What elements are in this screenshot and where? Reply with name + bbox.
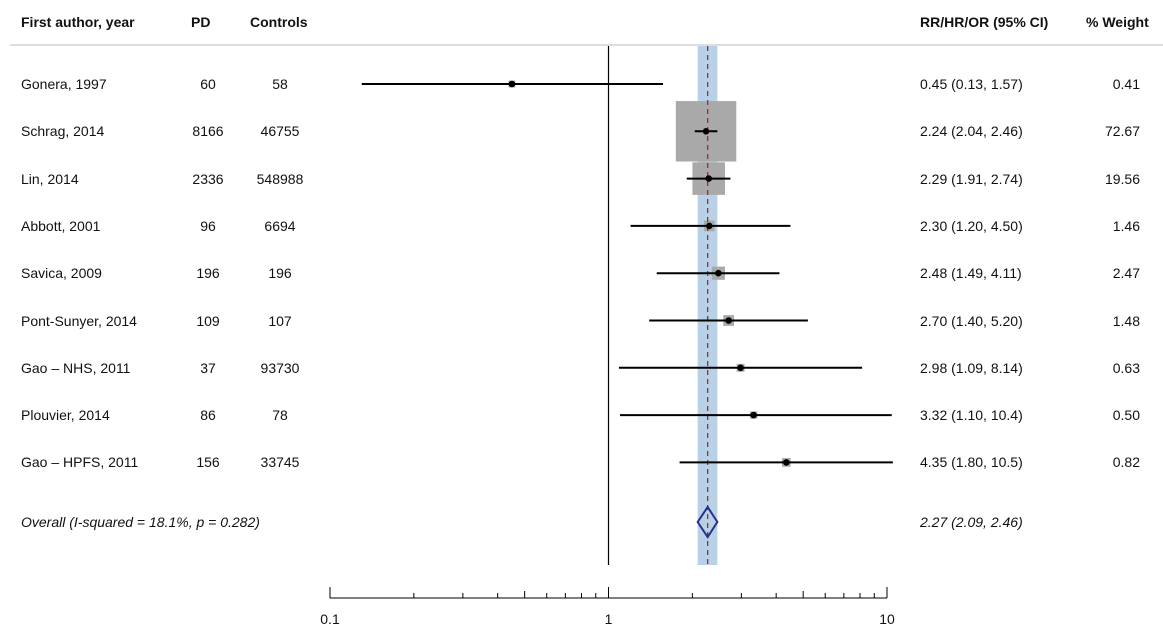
study-effect: 2.24 (2.04, 2.46) [920,123,1023,140]
study-weight: 0.50 [1112,407,1140,424]
study-author: Gao – NHS, 2011 [21,359,131,376]
point-estimate [783,459,790,466]
study-weight: 2.47 [1112,265,1140,282]
study-pd: 37 [200,359,216,376]
study-controls: 46755 [260,123,300,140]
study-weight: 1.46 [1112,217,1140,234]
header-weight: % Weight [1086,14,1149,30]
point-estimate [705,222,713,230]
study-effect: 2.98 (1.09, 8.14) [920,359,1023,376]
point-estimate [737,364,744,372]
study-weight: 0.82 [1112,454,1140,471]
study-controls: 107 [268,312,292,329]
study-controls: 58 [272,76,288,92]
study-effect: 2.70 (1.40, 5.20) [920,312,1023,329]
study-effect: 2.29 (1.91, 2.74) [920,170,1023,187]
x-tick-label: 0.1 [320,611,340,627]
point-estimate [715,269,722,277]
study-author: Savica, 2009 [21,265,102,282]
study-controls: 548988 [256,170,304,187]
study-author: Lin, 2014 [21,170,79,187]
study-weight: 0.63 [1112,359,1140,376]
study-controls: 6694 [264,217,296,234]
header-controls: Controls [250,14,308,30]
study-effect: 3.32 (1.10, 10.4) [920,407,1023,424]
point-estimate [702,128,710,135]
overall-label: Overall (I-squared = 18.1%, p = 0.282) [21,514,260,530]
study-weight: 1.48 [1112,312,1140,329]
study-effect: 2.30 (1.20, 4.50) [920,217,1023,234]
study-pd: 2336 [192,170,224,187]
point-estimate [750,411,757,419]
point-estimate [705,175,713,182]
study-weight: 19.56 [1104,170,1140,187]
study-author: Pont-Sunyer, 2014 [21,312,137,329]
study-effect: 4.35 (1.80, 10.5) [920,454,1023,471]
study-pd: 96 [200,217,216,234]
study-author: Abbott, 2001 [21,217,101,234]
study-author: Plouvier, 2014 [21,407,110,424]
study-pd: 86 [200,407,216,424]
study-controls: 196 [268,265,292,282]
x-tick-label: 10 [879,611,895,627]
study-controls: 93730 [260,359,300,376]
study-pd: 8166 [192,123,224,140]
x-tick-label: 1 [605,611,613,627]
study-weight: 72.67 [1104,123,1140,140]
study-weight: 0.41 [1112,76,1140,92]
header-effect: RR/HR/OR (95% CI) [920,14,1049,30]
header-author: First author, year [21,14,135,30]
study-author: Schrag, 2014 [21,123,105,140]
study-pd: 60 [200,76,216,92]
point-estimate [725,317,732,324]
study-pd: 156 [196,454,220,471]
header-pd: PD [191,14,211,30]
point-estimate [508,80,516,88]
study-author: Gonera, 1997 [21,76,107,92]
study-pd: 196 [196,265,220,282]
study-controls: 78 [272,407,288,424]
study-effect: 0.45 (0.13, 1.57) [920,76,1023,92]
overall-diamond [696,505,719,539]
overall-effect: 2.27 (2.09, 2.46) [920,514,1023,530]
study-pd: 109 [196,312,220,329]
study-effect: 2.48 (1.49, 4.11) [920,265,1022,282]
study-controls: 33745 [260,454,300,471]
study-author: Gao – HPFS, 2011 [21,454,139,471]
